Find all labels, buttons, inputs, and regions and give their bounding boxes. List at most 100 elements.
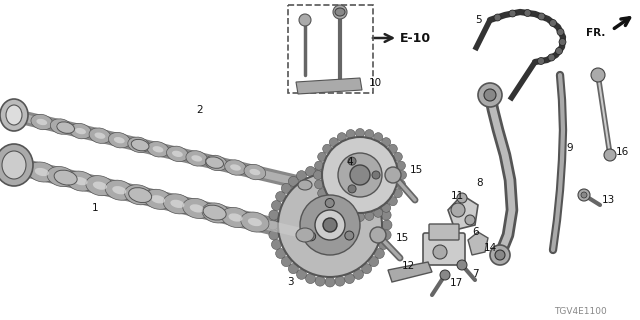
Ellipse shape [70,124,92,139]
Ellipse shape [202,203,230,223]
Ellipse shape [163,194,191,214]
Ellipse shape [144,189,172,209]
Ellipse shape [170,200,184,208]
Circle shape [509,10,516,17]
Circle shape [556,47,563,54]
Circle shape [296,269,307,279]
Circle shape [335,164,345,174]
Ellipse shape [128,137,150,152]
Circle shape [396,180,406,189]
Polygon shape [468,232,488,255]
Text: 15: 15 [410,165,422,175]
Text: 11: 11 [451,191,463,201]
Circle shape [333,5,347,19]
Ellipse shape [74,177,88,185]
Text: 3: 3 [287,277,293,287]
Circle shape [381,203,390,212]
Ellipse shape [133,141,144,148]
Ellipse shape [225,160,246,175]
Bar [288,5,373,93]
Text: 12: 12 [401,261,415,271]
Ellipse shape [57,122,74,133]
Ellipse shape [108,132,130,148]
Circle shape [548,54,555,61]
Circle shape [269,230,279,240]
Circle shape [578,189,590,201]
Ellipse shape [89,128,111,143]
Circle shape [374,249,385,259]
Circle shape [581,192,587,198]
Ellipse shape [0,99,28,131]
Ellipse shape [95,132,106,139]
Ellipse shape [147,141,169,157]
Ellipse shape [54,172,68,181]
Circle shape [388,197,397,206]
Circle shape [494,14,501,21]
Ellipse shape [296,228,314,242]
Ellipse shape [6,105,22,125]
Circle shape [557,28,564,36]
Ellipse shape [241,212,269,232]
Circle shape [382,220,392,230]
Circle shape [325,277,335,287]
Polygon shape [296,78,362,94]
Circle shape [315,164,325,174]
Ellipse shape [0,144,33,186]
Circle shape [337,208,346,217]
Circle shape [353,171,364,180]
Ellipse shape [35,168,49,176]
Circle shape [276,191,285,202]
Circle shape [379,201,388,211]
Text: E-10: E-10 [399,31,431,44]
Circle shape [317,189,326,198]
Circle shape [495,250,505,260]
Ellipse shape [211,160,221,166]
Text: 15: 15 [396,233,408,243]
Circle shape [269,210,279,220]
Circle shape [315,276,325,286]
Circle shape [394,189,403,198]
Ellipse shape [132,191,146,199]
Ellipse shape [182,198,211,219]
Ellipse shape [129,188,152,203]
Circle shape [604,149,616,161]
Ellipse shape [47,166,76,187]
Circle shape [538,58,545,65]
Circle shape [370,227,386,243]
Ellipse shape [248,218,262,226]
Circle shape [396,161,406,170]
Ellipse shape [112,186,126,194]
Ellipse shape [298,180,312,190]
Ellipse shape [114,137,125,143]
Text: 17: 17 [449,278,463,288]
Circle shape [271,201,282,211]
Circle shape [451,203,465,217]
Circle shape [379,239,388,250]
Circle shape [369,257,379,267]
Text: 5: 5 [475,15,481,25]
Ellipse shape [51,119,72,134]
Circle shape [322,137,398,213]
Ellipse shape [244,164,266,180]
Circle shape [355,212,365,221]
Ellipse shape [172,151,183,157]
Ellipse shape [221,207,250,228]
Ellipse shape [206,157,223,168]
Ellipse shape [75,128,86,134]
Ellipse shape [36,119,47,125]
Circle shape [296,171,307,180]
Text: 1: 1 [92,203,99,213]
Circle shape [314,180,324,189]
Circle shape [440,270,450,280]
Circle shape [323,218,337,232]
Circle shape [344,166,355,176]
Circle shape [315,210,345,240]
Circle shape [353,269,364,279]
Circle shape [394,152,403,161]
Ellipse shape [203,205,226,220]
Circle shape [300,195,360,255]
Circle shape [559,38,566,45]
Text: 7: 7 [472,269,478,279]
Text: 13: 13 [602,195,614,205]
Circle shape [346,130,355,139]
